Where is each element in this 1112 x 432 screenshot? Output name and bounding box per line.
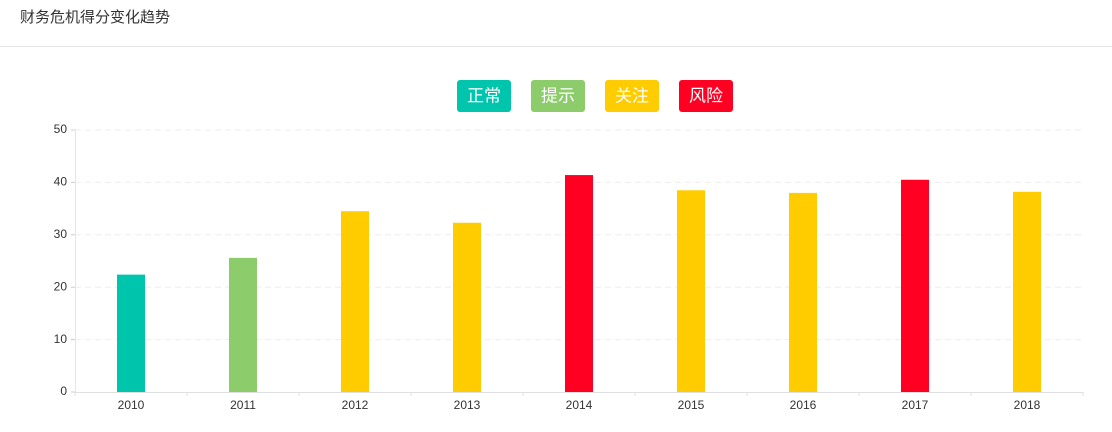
bar	[901, 179, 929, 392]
x-tick-label: 2012	[342, 398, 369, 412]
x-tick-label: 2016	[790, 398, 817, 412]
x-tick-label: 2014	[566, 398, 593, 412]
y-tick-label: 20	[54, 279, 68, 293]
bar	[565, 175, 593, 392]
bar	[1013, 191, 1041, 392]
x-tick-label: 2015	[678, 398, 705, 412]
bar	[341, 211, 369, 392]
x-tick-label: 2018	[1014, 398, 1041, 412]
legend-swatch	[457, 80, 511, 112]
y-tick-label: 10	[54, 332, 68, 346]
x-tick-label: 2011	[230, 398, 256, 412]
chart-title: 财务危机得分变化趋势	[20, 9, 170, 26]
bar	[117, 274, 145, 392]
legend-label: 风险	[689, 86, 723, 105]
y-tick-label: 30	[54, 227, 68, 241]
legend-swatch	[531, 80, 585, 112]
bar	[789, 192, 817, 392]
x-tick-label: 2013	[454, 398, 481, 412]
legend-swatch	[605, 80, 659, 112]
y-tick-label: 50	[54, 122, 68, 136]
x-tick-label: 2010	[118, 398, 145, 412]
bar	[677, 190, 705, 392]
bar	[229, 257, 257, 392]
bar	[453, 222, 481, 392]
x-tick-label: 2017	[902, 398, 929, 412]
legend-label: 正常	[467, 86, 501, 105]
y-tick-label: 40	[54, 175, 68, 189]
y-tick-label: 0	[60, 384, 67, 398]
legend-label: 提示	[541, 86, 575, 105]
legend-swatch	[679, 80, 733, 112]
legend-label: 关注	[615, 86, 649, 105]
